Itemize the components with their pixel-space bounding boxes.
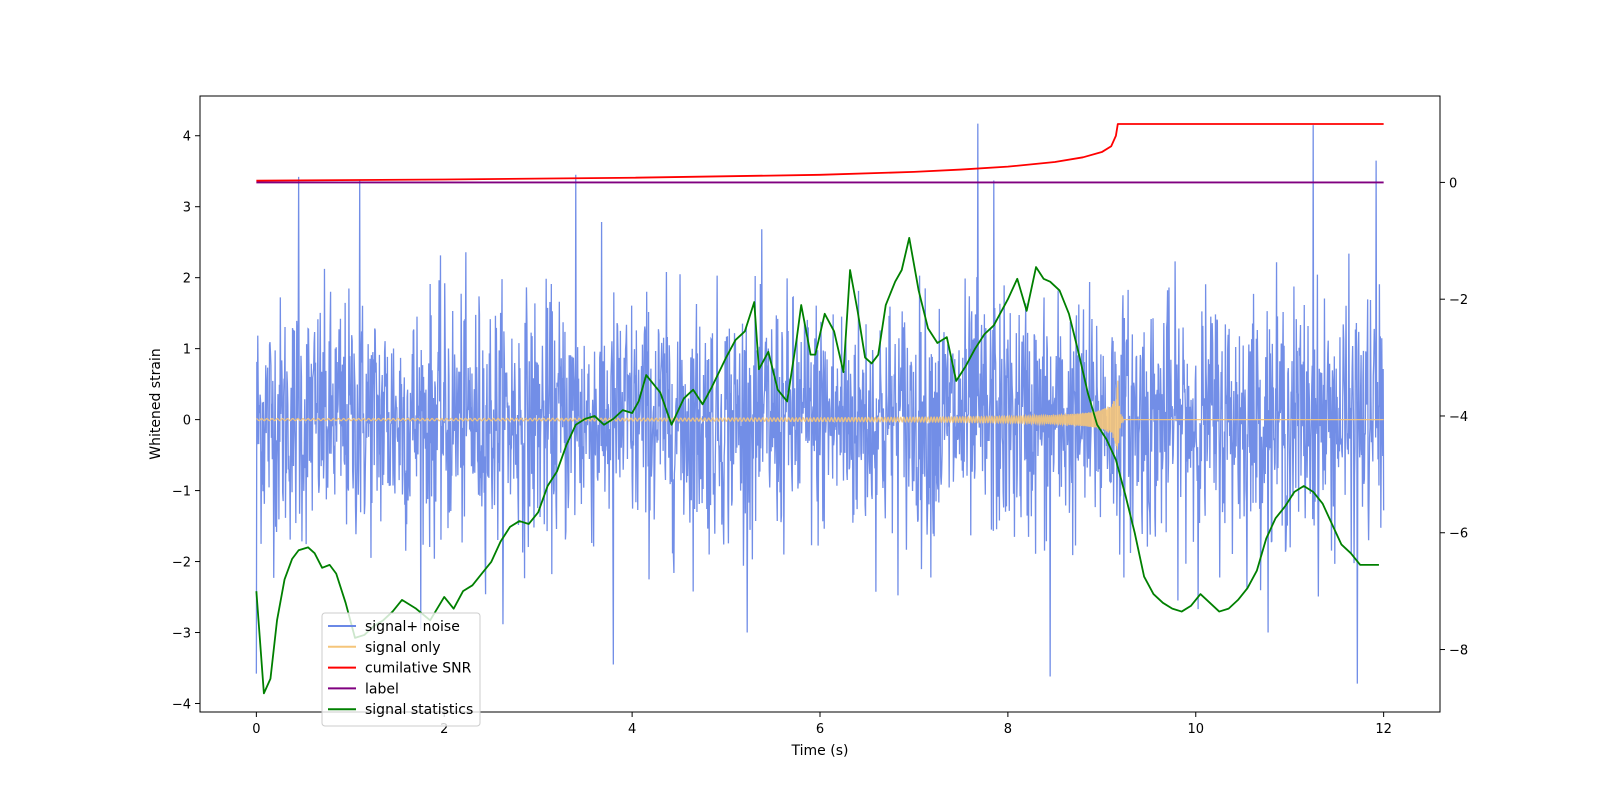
y-left-tick-label: −3	[172, 627, 191, 642]
legend-label: label	[365, 681, 399, 697]
cumulative-snr-line	[256, 123, 1384, 182]
y-left-tick-label: −1	[172, 485, 191, 500]
y-left-tick-label: 0	[183, 414, 191, 429]
legend-label: signal+ noise	[365, 619, 460, 635]
x-tick-label: 0	[252, 722, 260, 737]
x-tick-label: 12	[1375, 722, 1392, 737]
y-left-tick-label: −4	[172, 697, 191, 712]
y-right-tick-label: −8	[1449, 644, 1468, 659]
x-tick-label: 8	[1004, 722, 1012, 737]
legend-box	[321, 612, 481, 727]
legend-label: signal statistics	[365, 702, 473, 718]
signal-only-line	[256, 380, 1384, 450]
signal-noise-line	[255, 123, 1385, 684]
y-left-tick-label: 2	[183, 272, 191, 287]
y-left-tick-label: 1	[183, 343, 191, 358]
signal-statistics-line	[255, 236, 1379, 695]
legend: signal+ noise signal only cumilative SNR la…	[321, 612, 481, 727]
y-axis-left-title: Whitened strain	[148, 348, 164, 459]
x-tick-label: 2	[440, 722, 448, 737]
y-right-tick-label: −6	[1449, 527, 1468, 542]
x-tick-label: 10	[1187, 722, 1204, 737]
x-tick-label: 4	[628, 722, 636, 737]
legend-label: cumilative SNR	[365, 661, 472, 677]
legend-label: signal only	[365, 640, 440, 656]
y-right-tick-label: −2	[1449, 293, 1468, 308]
y-left-tick-label: 3	[183, 201, 191, 216]
x-tick-label: 6	[816, 722, 824, 737]
y-right-tick-label: −4	[1449, 410, 1468, 425]
y-left-tick-label: −2	[172, 556, 191, 571]
y-axis-right: −8 −6 −4 −2 0	[1440, 176, 1468, 659]
y-left-tick-label: 4	[183, 130, 191, 145]
y-right-tick-label: 0	[1449, 176, 1457, 191]
series-layer	[255, 123, 1385, 695]
x-axis-title: Time (s)	[791, 743, 849, 759]
y-axis-left: −4 −3 −2 −1 0 1 2 3 4	[172, 130, 200, 712]
